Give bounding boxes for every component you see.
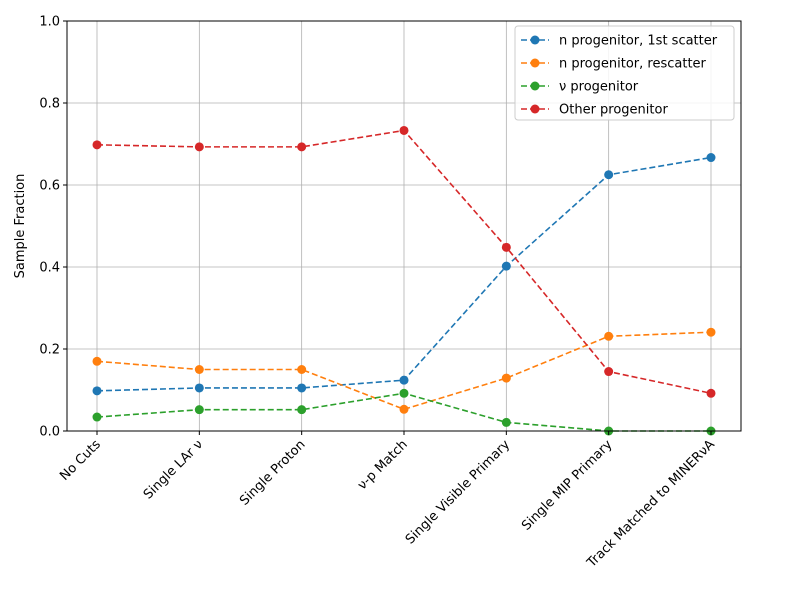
y-tick-label: 0.2 xyxy=(39,343,60,358)
data-point xyxy=(706,327,716,337)
data-point xyxy=(194,142,204,152)
data-point xyxy=(399,388,409,398)
series-layer xyxy=(92,125,716,436)
y-axis-label: Sample Fraction xyxy=(13,174,28,279)
data-point xyxy=(194,365,204,374)
data-point xyxy=(399,375,409,385)
legend-marker xyxy=(530,35,540,45)
data-point xyxy=(194,383,204,393)
y-tick-label: 0.8 xyxy=(39,97,60,112)
data-point xyxy=(501,373,511,383)
legend-marker xyxy=(530,58,540,68)
data-point xyxy=(706,388,716,398)
data-point xyxy=(92,140,102,150)
legend-label: n progenitor, rescatter xyxy=(559,57,707,72)
legend: n progenitor, 1st scatter n progenitor, r… xyxy=(514,25,735,121)
data-point xyxy=(501,242,511,252)
data-point xyxy=(194,405,204,415)
data-point xyxy=(92,386,102,396)
data-point xyxy=(297,142,307,152)
legend-box xyxy=(514,25,735,121)
data-point xyxy=(297,365,307,374)
data-point xyxy=(604,367,614,377)
y-tick-label: 1.0 xyxy=(39,15,60,30)
data-point xyxy=(706,153,716,163)
legend-marker xyxy=(530,104,540,114)
data-point xyxy=(399,404,409,414)
data-point xyxy=(92,412,102,422)
legend-label: n progenitor, 1st scatter xyxy=(559,34,718,49)
legend-marker xyxy=(530,81,540,91)
data-point xyxy=(297,405,307,415)
data-point xyxy=(501,417,511,427)
legend-label: Other progenitor xyxy=(559,103,668,118)
y-tick-label: 0.0 xyxy=(39,425,60,440)
y-tick-label: 0.6 xyxy=(39,179,60,194)
data-point xyxy=(501,261,511,271)
data-point xyxy=(92,356,102,366)
y-tick-label: 0.4 xyxy=(39,261,60,276)
data-point xyxy=(604,170,614,180)
legend-label: ν progenitor xyxy=(559,80,639,95)
data-point xyxy=(604,331,614,341)
data-point xyxy=(297,383,307,393)
data-point xyxy=(399,125,409,135)
